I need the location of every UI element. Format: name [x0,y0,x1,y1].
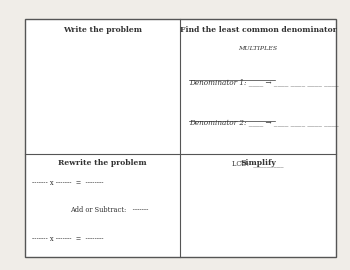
Bar [25,19,336,256]
Text: Rewrite the problem: Rewrite the problem [58,159,147,167]
Text: Write the problem: Write the problem [63,26,142,34]
Text: Simplify: Simplify [240,159,276,167]
Text: Add or Subtract:   -------: Add or Subtract: ------- [70,206,148,214]
Text: Denominator 2: ____ → ____ ____ ____ ____: Denominator 2: ____ → ____ ____ ____ ___… [189,119,339,127]
Text: Find the least common denominator: Find the least common denominator [180,26,336,34]
Text: Denominator 1: ____ → ____ ____ ____ ____: Denominator 1: ____ → ____ ____ ____ ___… [189,78,339,86]
Text: ------- x -------  =  --------: ------- x ------- = -------- [32,235,103,243]
Text: ------- x -------  =  --------: ------- x ------- = -------- [32,179,103,187]
Text: LCD:  _________: LCD: _________ [232,159,284,167]
Text: MULTIPLES: MULTIPLES [239,46,278,51]
